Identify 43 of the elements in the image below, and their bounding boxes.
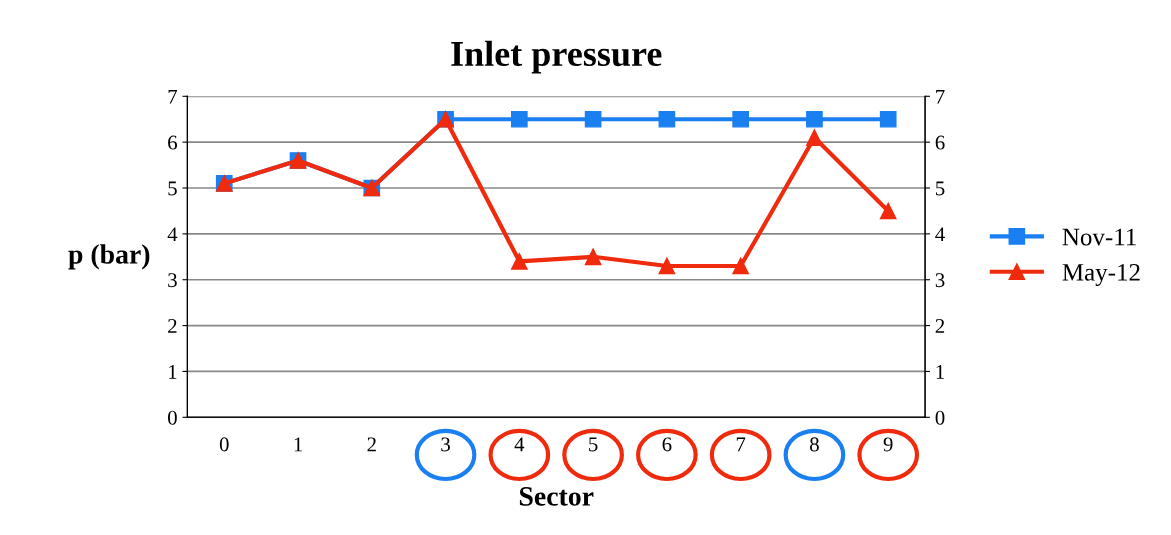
point — [879, 110, 897, 128]
point — [584, 248, 602, 266]
point — [658, 257, 676, 275]
x-tick-label: 1 — [294, 437, 302, 452]
y2-tick-label: 7 — [936, 89, 945, 104]
y2-tick-label: 2 — [935, 319, 945, 333]
y-axis-title: p (bar) — [68, 244, 150, 270]
point — [879, 202, 897, 220]
x-tick-label: 6 — [662, 437, 672, 452]
y2-tick-label: 4 — [935, 227, 945, 242]
x-tick-label: 9 — [883, 437, 893, 452]
x-tick-label: 4 — [514, 437, 525, 452]
point — [511, 253, 528, 270]
x-tick-label: 5 — [589, 437, 598, 452]
point — [806, 110, 823, 128]
y2-tick-label: 6 — [935, 135, 945, 150]
y2-tick-label: 3 — [935, 273, 945, 288]
y2-tick-label: 5 — [936, 181, 945, 196]
x-tick-label: 2 — [367, 437, 376, 452]
point — [806, 129, 823, 146]
y-tick-label: 7 — [168, 89, 178, 104]
point — [732, 110, 749, 128]
y2-tick-label: 0 — [935, 410, 945, 425]
point — [658, 110, 676, 128]
y-tick-label: 1 — [169, 364, 177, 379]
legend-label: May-12 — [1062, 263, 1140, 286]
y-tick-label: 0 — [168, 410, 177, 425]
y-tick-label: 3 — [168, 273, 177, 288]
x-tick-label: 0 — [219, 437, 229, 452]
legend-label: Nov-11 — [1062, 228, 1136, 246]
y2-tick-label: 1 — [936, 364, 944, 379]
chart-title: Inlet pressure — [451, 40, 662, 74]
y-tick-label: 4 — [167, 227, 178, 242]
x-tick-label: 3 — [441, 437, 450, 452]
x-tick-label: 7 — [736, 437, 746, 452]
x-axis-title: Sector — [519, 487, 594, 506]
y-tick-label: 5 — [168, 181, 177, 196]
point — [511, 110, 528, 128]
y-tick-label: 2 — [168, 319, 177, 333]
point — [732, 257, 749, 275]
x-tick-label: 8 — [810, 437, 819, 452]
y-tick-label: 6 — [168, 135, 178, 150]
point — [584, 110, 602, 128]
